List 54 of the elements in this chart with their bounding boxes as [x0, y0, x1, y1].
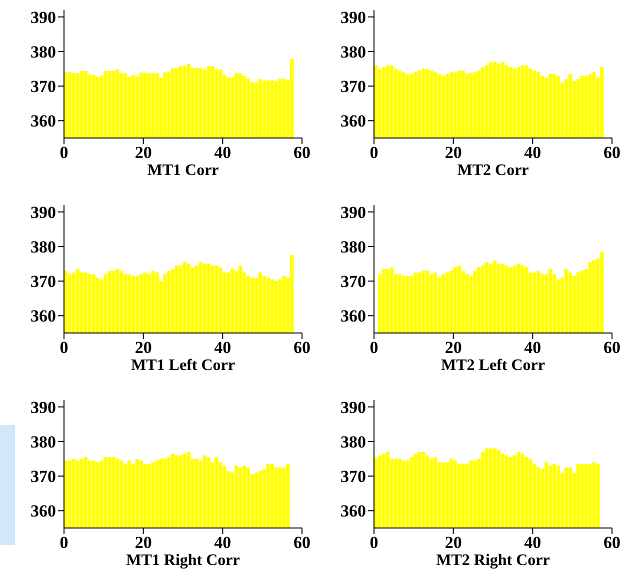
y-tick-label: 370 — [340, 467, 366, 486]
x-tick-label: 60 — [604, 533, 620, 552]
x-tick-label: 40 — [214, 533, 232, 552]
y-tick-label: 390 — [30, 8, 56, 27]
y-tick-label: 380 — [30, 432, 56, 452]
x-tick-label: 40 — [214, 143, 232, 162]
x-tick-label: 40 — [524, 533, 542, 552]
x-tick-label: 0 — [370, 143, 378, 162]
x-tick-label: 60 — [294, 143, 310, 162]
x-tick-label: 20 — [134, 143, 152, 162]
x-tick-label: 20 — [444, 533, 462, 552]
y-tick-label: 390 — [340, 202, 366, 222]
x-tick-label: 40 — [214, 338, 232, 358]
x-tick-label: 20 — [134, 338, 152, 358]
x-tick-label: 60 — [294, 338, 310, 358]
x-tick-label: 0 — [60, 533, 68, 552]
x-tick-label: 40 — [524, 338, 542, 358]
x-tick-label: 40 — [524, 143, 542, 162]
x-axis-title: MT2 Right Corr — [436, 552, 550, 569]
y-tick-label: 360 — [30, 112, 56, 131]
y-tick-label: 390 — [30, 202, 56, 222]
x-tick-label: 60 — [604, 338, 620, 358]
x-tick-label: 20 — [134, 533, 152, 552]
y-tick-label: 390 — [340, 398, 366, 417]
y-tick-label: 380 — [340, 432, 366, 452]
y-tick-label: 370 — [340, 272, 366, 292]
y-tick-label: 390 — [30, 398, 56, 417]
x-tick-label: 60 — [604, 143, 620, 162]
y-tick-label: 370 — [340, 77, 366, 96]
x-axis-title: MT1 Corr — [147, 162, 219, 179]
x-axis-title: MT2 Corr — [457, 162, 529, 179]
y-tick-label: 370 — [30, 272, 56, 292]
x-tick-label: 0 — [370, 533, 378, 552]
x-axis-title: MT1 Right Corr — [126, 552, 240, 569]
x-tick-label: 20 — [444, 338, 462, 358]
y-tick-label: 360 — [340, 502, 366, 521]
y-tick-label: 380 — [30, 238, 56, 257]
y-tick-label: 380 — [340, 42, 366, 62]
x-tick-label: 20 — [444, 143, 462, 162]
y-tick-label: 360 — [30, 306, 56, 326]
y-tick-label: 380 — [30, 42, 56, 62]
y-tick-label: 370 — [30, 77, 56, 96]
x-tick-label: 60 — [294, 533, 310, 552]
x-tick-label: 0 — [60, 338, 68, 358]
y-tick-label: 360 — [340, 306, 366, 326]
x-axis-title: MT2 Left Corr — [441, 357, 545, 374]
y-tick-label: 360 — [340, 112, 366, 131]
x-tick-label: 0 — [370, 338, 378, 358]
x-axis-title: MT1 Left Corr — [131, 357, 235, 374]
y-tick-label: 370 — [30, 467, 56, 486]
y-tick-label: 380 — [340, 238, 366, 257]
x-tick-label: 0 — [60, 143, 68, 162]
y-tick-label: 360 — [30, 502, 56, 521]
y-tick-label: 390 — [340, 8, 366, 27]
